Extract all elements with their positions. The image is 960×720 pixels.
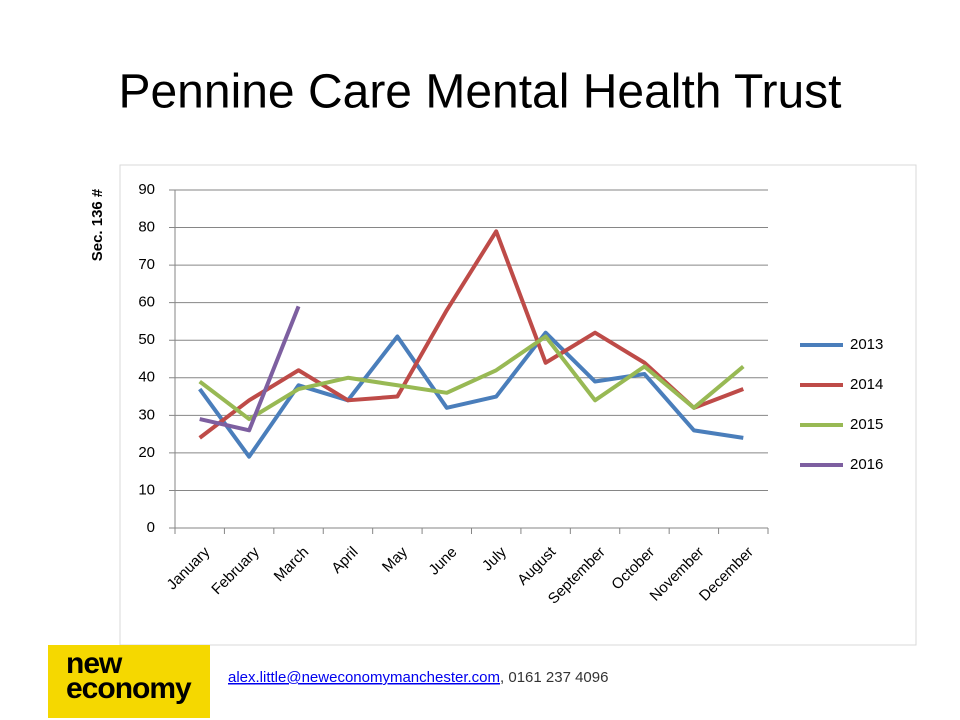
slide-title: Pennine Care Mental Health Trust — [118, 66, 841, 119]
series-line — [198, 334, 745, 422]
series-line — [199, 305, 301, 433]
series-line — [198, 229, 745, 440]
series-line — [198, 330, 744, 459]
chart-frame — [119, 164, 917, 646]
y-tick-label: 20 — [138, 444, 155, 461]
y-axis-label: Sec. 136 # — [89, 188, 106, 261]
phone: , 0161 237 4096 — [500, 669, 608, 686]
logo-box — [48, 645, 210, 718]
legend-label: 2013 — [850, 336, 883, 353]
y-tick-label: 30 — [138, 406, 155, 423]
y-tick-label: 80 — [138, 219, 155, 236]
y-tick-label: 0 — [147, 519, 155, 536]
y-tick-label: 50 — [138, 331, 155, 348]
y-tick-label: 90 — [138, 181, 155, 198]
logo-text: new — [66, 647, 123, 680]
email-link[interactable]: alex.little@neweconomymanchester.com — [228, 669, 500, 686]
legend-label: 2014 — [850, 376, 883, 393]
footer-contact: alex.little@neweconomymanchester.com, 01… — [228, 669, 608, 686]
y-tick-label: 70 — [138, 256, 155, 273]
legend-label: 2016 — [850, 456, 883, 473]
y-tick-label: 60 — [138, 294, 155, 311]
y-tick-label: 40 — [138, 369, 155, 386]
y-tick-label: 10 — [138, 481, 155, 498]
legend-label: 2015 — [850, 416, 883, 433]
logo-text: economy — [66, 672, 192, 705]
